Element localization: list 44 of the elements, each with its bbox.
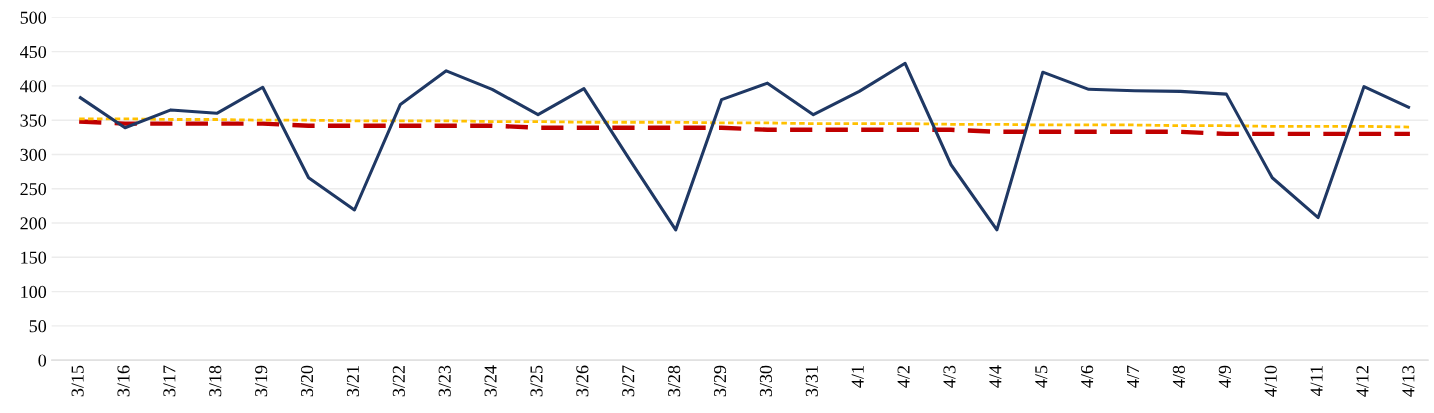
x-tick-label: 3/26 [576,365,589,397]
x-tick-label: 4/6 [1081,365,1094,388]
x-tick-label: 3/29 [713,365,727,397]
y-tick-label: 400 [20,80,47,93]
line-series [77,61,1412,232]
x-tick-label: 3/15 [71,365,84,397]
x-tick-label: 3/19 [255,365,268,397]
line-series [76,119,1413,137]
x-tick-label: 4/12 [1356,365,1369,397]
y-tick-label: 100 [21,285,47,299]
line-series [77,117,1412,129]
x-tick-label: 4/7 [1127,365,1140,388]
y-tick-label: 350 [20,114,47,127]
x-tick-label: 4/4 [989,365,1002,388]
y-tick-label: 200 [20,217,47,230]
x-tick-label: 3/28 [668,365,681,397]
y-tick-label: 0 [38,354,47,367]
x-tick-label: 3/25 [530,365,543,397]
x-tick-label: 3/17 [163,365,176,397]
y-tick-label: 250 [20,183,47,196]
x-tick-label: 4/1 [851,366,864,388]
x-tick-label: 3/30 [759,365,772,397]
x-tick-label: 4/2 [897,365,910,388]
x-tick-label: 4/13 [1402,365,1415,397]
x-tick-label: 3/27 [622,365,635,397]
x-tick-label: 3/18 [209,365,222,397]
y-tick-label: 500 [20,11,47,24]
x-tick-label: 3/24 [484,365,497,397]
y-tick-label: 150 [21,251,47,264]
y-tick-label: 50 [29,320,47,333]
y-tick-label: 450 [20,45,47,59]
x-tick-label: 4/9 [1218,365,1231,388]
x-tick-label: 4/8 [1172,365,1185,388]
x-tick-label: 3/20 [300,365,314,397]
y-tick-label: 300 [20,148,47,161]
x-tick-label: 3/16 [117,365,130,397]
x-tick-label: 3/22 [392,365,405,397]
x-tick-label: 4/3 [943,365,956,388]
x-tick-label: 3/23 [438,365,451,397]
x-tick-label: 3/21 [346,366,359,397]
x-tick-label: 4/10 [1264,365,1277,397]
x-tick-label: 4/11 [1310,366,1323,397]
x-tick-label: 3/31 [805,366,818,397]
x-tick-label: 4/5 [1035,365,1048,388]
